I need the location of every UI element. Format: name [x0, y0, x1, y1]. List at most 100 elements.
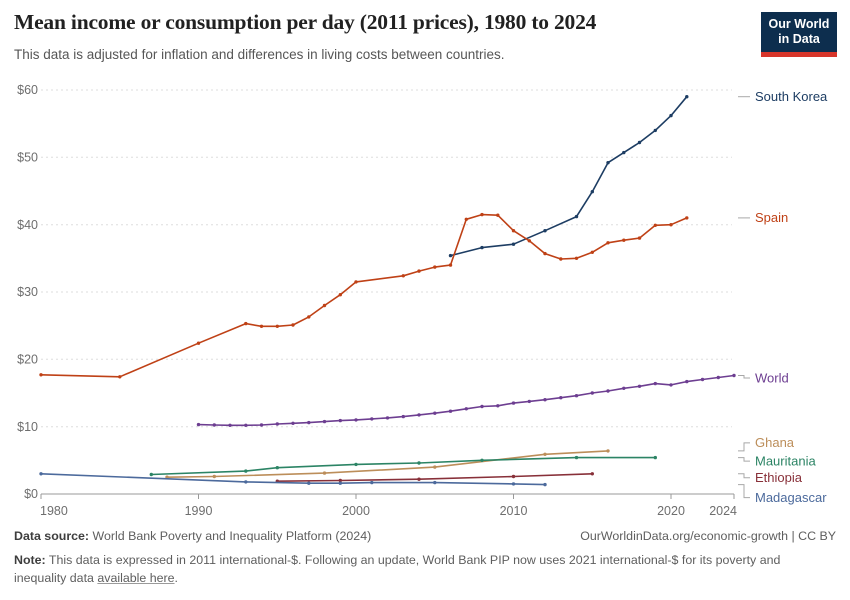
y-tick-label: $20 [17, 353, 38, 367]
logo-line2: in Data [778, 32, 820, 47]
data-point [637, 140, 642, 145]
owid-logo[interactable]: Our World in Data [761, 12, 837, 57]
data-point [433, 411, 437, 415]
income-line-chart: $0 $10 $20 $30 $40 $50 $60 1980 1990 2000 2010 2020… [17, 83, 828, 518]
data-point [669, 223, 673, 227]
data-point [732, 373, 736, 378]
data-point [590, 472, 594, 476]
data-point [259, 423, 264, 427]
data-point [464, 407, 468, 411]
series-label-ghana: Ghana [755, 435, 795, 450]
data-point [496, 213, 500, 217]
label-connector [738, 375, 750, 379]
series-label-madagascar: Madagascar [755, 490, 827, 505]
data-point [574, 394, 579, 398]
series-world: World [196, 370, 789, 427]
series-line-ethiopia [277, 473, 593, 482]
series-label-world: World [755, 370, 789, 385]
label-connector [738, 442, 750, 452]
data-point [322, 471, 327, 475]
data-point [417, 269, 421, 273]
data-point [417, 461, 421, 465]
data-point [322, 303, 327, 308]
data-point [307, 481, 311, 485]
data-point [480, 212, 484, 217]
data-point [338, 418, 342, 423]
data-point [275, 466, 279, 470]
data-point [401, 274, 405, 278]
series-label-mauritania: Mauritania [755, 453, 816, 468]
page-subtitle: This data is adjusted for inflation and … [14, 47, 505, 62]
data-point [606, 449, 610, 453]
data-point [700, 377, 705, 382]
data-point [590, 250, 594, 254]
data-point [543, 398, 547, 402]
data-point [574, 214, 579, 219]
x-tick-label: 2000 [342, 504, 370, 518]
available-here-link[interactable]: available here [97, 571, 175, 586]
data-point [291, 421, 295, 425]
data-point [543, 482, 547, 487]
data-point [244, 469, 248, 473]
data-point [39, 472, 43, 476]
data-point [669, 113, 673, 118]
data-point [511, 229, 516, 233]
footnote-text: This data is expressed in 2011 internati… [14, 553, 781, 586]
data-point [511, 242, 516, 246]
data-point [433, 265, 437, 269]
data-point [606, 161, 610, 165]
data-point [480, 458, 484, 462]
data-point [338, 293, 342, 297]
data-point [212, 423, 216, 427]
data-point [622, 150, 626, 155]
data-point [685, 95, 689, 99]
data-point [307, 420, 311, 425]
data-point [590, 391, 594, 395]
data-point [338, 478, 342, 483]
owid-url-text: OurWorldinData.org/economic-growth | CC … [580, 529, 836, 543]
y-tick-label: $40 [17, 218, 38, 232]
data-point [606, 389, 610, 393]
series-line-mauritania [151, 456, 656, 476]
x-axis: 1980 1990 2000 2010 2020 2024 [40, 494, 737, 518]
data-point [622, 386, 626, 390]
footnote-period: . [174, 571, 178, 586]
data-source-label: Data source: [14, 529, 90, 543]
footnote-label: Note: [14, 553, 46, 567]
data-point [685, 216, 689, 220]
data-point [496, 404, 500, 408]
data-point [669, 383, 673, 387]
data-source-text: World Bank Poverty and Inequality Platfo… [92, 529, 372, 543]
data-point [527, 399, 531, 404]
data-point [590, 190, 594, 194]
data-point [291, 323, 295, 327]
label-connector [738, 457, 750, 462]
data-point [322, 419, 327, 424]
page-title: Mean income or consumption per day (2011… [14, 10, 597, 34]
data-point [196, 422, 201, 427]
data-point [543, 229, 547, 233]
data-point [354, 418, 358, 422]
data-point [543, 452, 547, 456]
data-point [653, 128, 657, 133]
data-point [448, 409, 453, 413]
data-point [244, 321, 248, 326]
data-point [559, 396, 563, 400]
data-point [480, 404, 484, 409]
data-point [574, 256, 579, 260]
series-spain: Spain [39, 210, 788, 379]
series-label-spain: Spain [755, 210, 788, 225]
data-point [574, 455, 579, 460]
data-point [417, 413, 421, 417]
label-connector [738, 484, 750, 499]
series-line-world [198, 374, 735, 427]
series-line-madagascar [40, 473, 546, 486]
data-point [370, 417, 374, 421]
data-point [511, 401, 516, 405]
series-south-korea: South Korea [448, 89, 828, 258]
series-line-ghana [166, 450, 609, 478]
y-tick-label: $50 [17, 151, 38, 165]
data-point [275, 324, 279, 328]
data-point [543, 251, 547, 256]
